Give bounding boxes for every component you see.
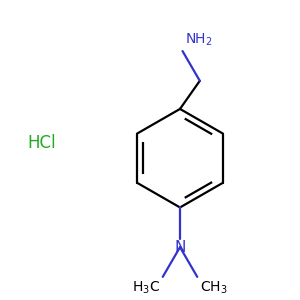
Text: HCl: HCl bbox=[28, 134, 56, 152]
Text: H$_3$C: H$_3$C bbox=[132, 279, 160, 296]
Text: CH$_3$: CH$_3$ bbox=[200, 279, 227, 296]
Text: NH$_2$: NH$_2$ bbox=[185, 31, 213, 47]
Text: N: N bbox=[174, 240, 186, 255]
